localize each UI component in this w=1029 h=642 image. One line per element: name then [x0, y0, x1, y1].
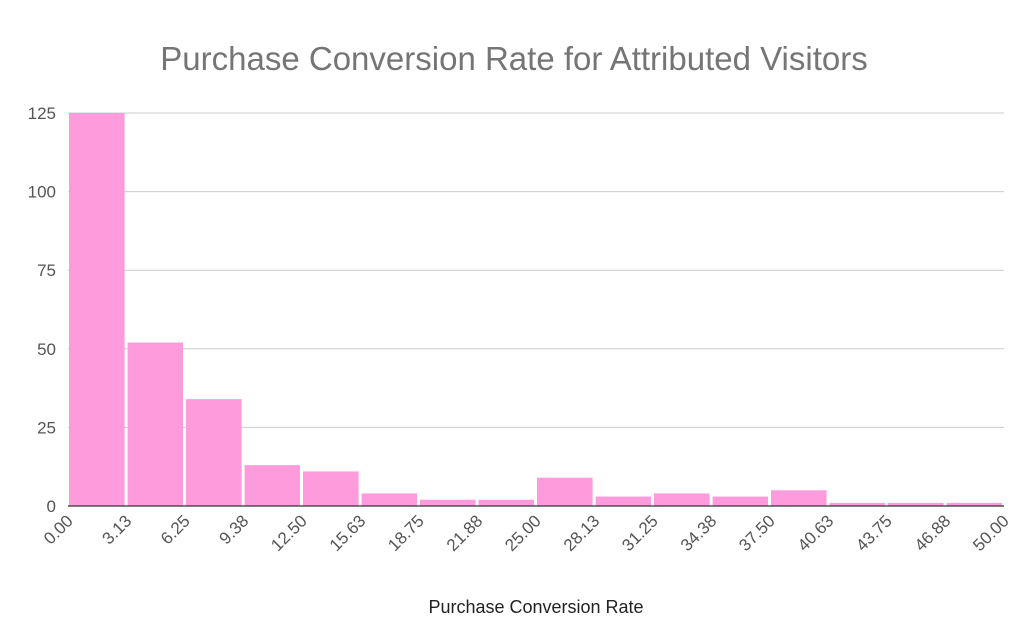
histogram-bar	[595, 496, 651, 506]
histogram-bar	[712, 496, 768, 506]
histogram-bar	[244, 465, 300, 506]
y-tick-label: 75	[37, 261, 56, 280]
histogram-bar	[303, 471, 359, 506]
y-tick-labels: 0 25 50 75 100 125	[28, 104, 56, 516]
histogram-bar	[127, 342, 183, 506]
x-tick-label: 37.50	[735, 511, 779, 555]
x-tick-label: 50.00	[969, 511, 1013, 555]
histogram-bar	[829, 502, 885, 506]
x-tick-labels: 0.00 3.13 6.25 9.38 12.50 15.63 18.75 21.88 25.0…	[40, 511, 1013, 555]
x-tick-label: 40.63	[794, 511, 838, 555]
x-tick-label: 6.25	[157, 511, 194, 548]
x-tick-label: 15.63	[326, 511, 370, 555]
gridlines	[68, 112, 1004, 428]
histogram-bar	[361, 493, 417, 506]
y-tick-label: 25	[37, 418, 56, 437]
y-tick-label: 50	[37, 340, 56, 359]
bars	[69, 113, 1002, 506]
histogram-bar	[69, 113, 125, 506]
histogram-bar	[420, 499, 476, 506]
histogram-bar	[478, 499, 534, 506]
histogram-bar	[771, 490, 827, 506]
x-tick-label: 9.38	[216, 511, 253, 548]
y-tick-label: 100	[28, 183, 56, 202]
x-tick-label: 0.00	[40, 511, 77, 548]
x-tick-label: 12.50	[267, 511, 311, 555]
histogram-bar	[946, 502, 1002, 506]
x-tick-label: 31.25	[618, 511, 662, 555]
x-tick-label: 46.88	[911, 511, 955, 555]
x-tick-label: 28.13	[560, 511, 604, 555]
x-tick-label: 21.88	[443, 511, 487, 555]
x-tick-label: 3.13	[99, 511, 136, 548]
x-tick-label: 43.75	[852, 511, 896, 555]
histogram-bar	[186, 399, 242, 506]
x-axis-label: Purchase Conversion Rate	[428, 597, 643, 617]
histogram-bar	[888, 502, 944, 506]
histogram-bar	[537, 477, 593, 506]
y-tick-label: 0	[47, 497, 56, 516]
x-tick-label: 34.38	[677, 511, 721, 555]
x-tick-label: 25.00	[501, 511, 545, 555]
x-tick-label: 18.75	[384, 511, 428, 555]
chart-title: Purchase Conversion Rate for Attributed …	[160, 40, 867, 77]
y-tick-label: 125	[28, 104, 56, 123]
histogram-bar	[654, 493, 710, 506]
